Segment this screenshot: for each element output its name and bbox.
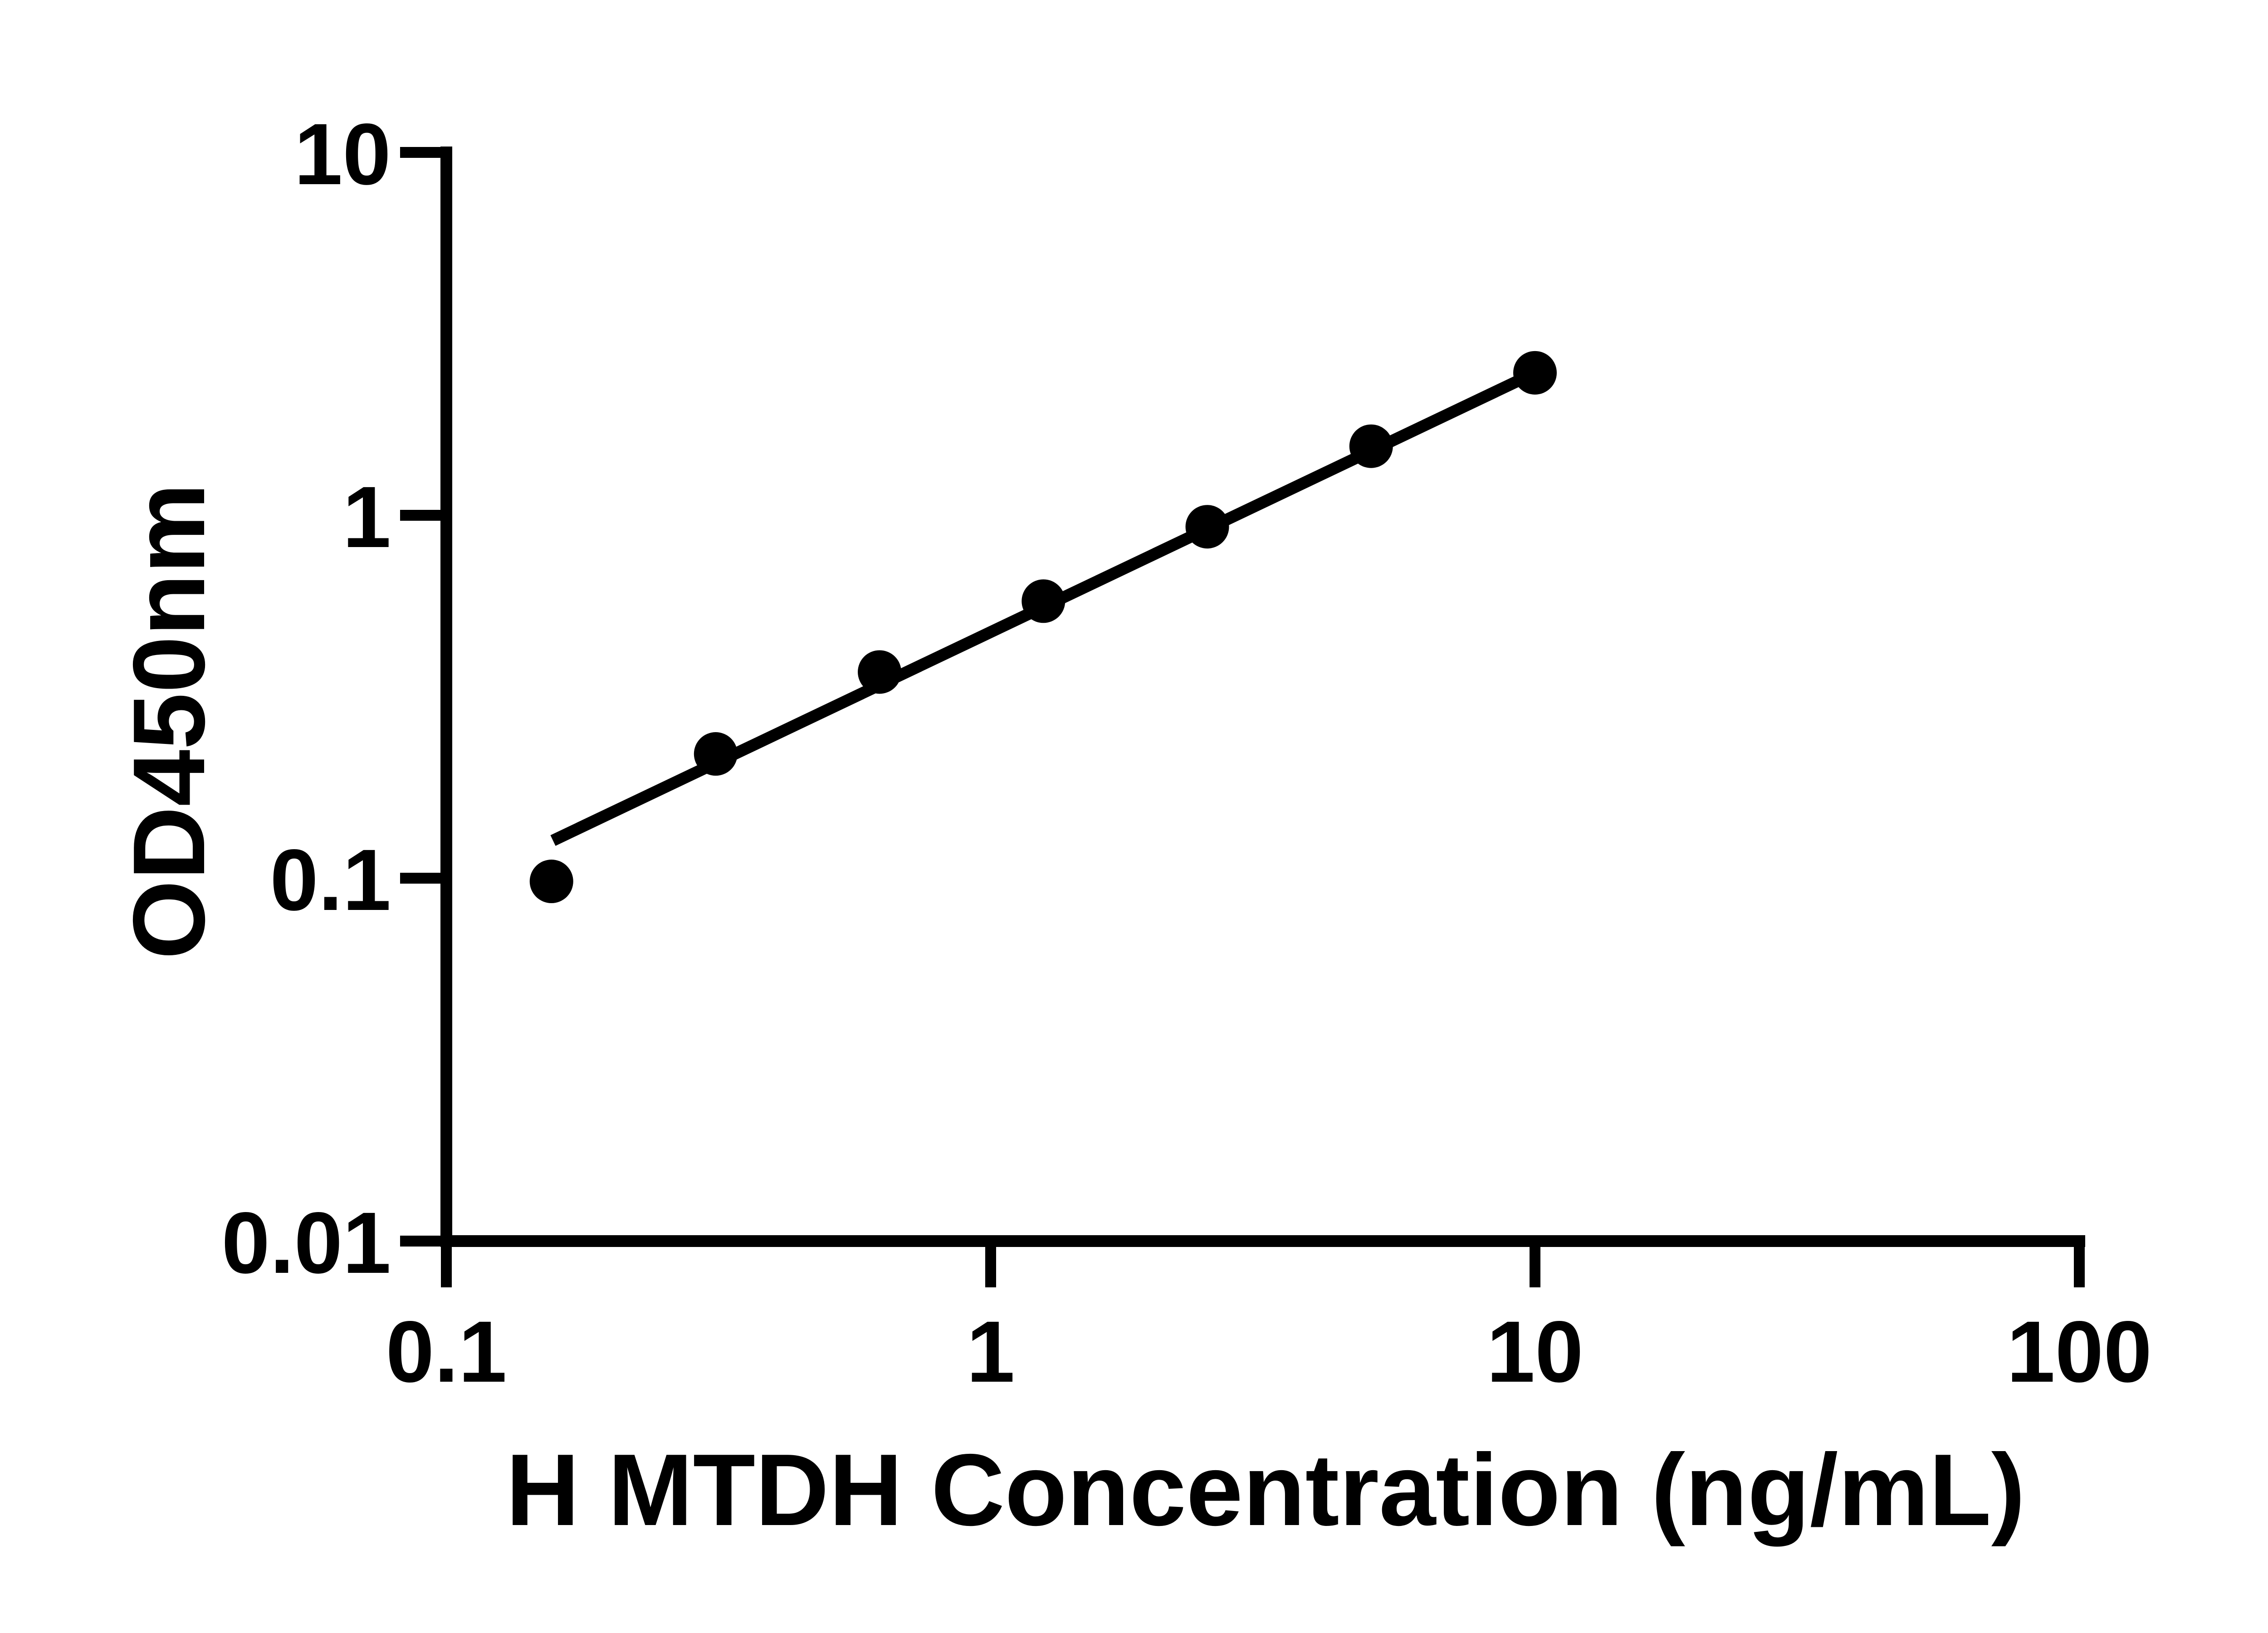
y-axis-tick-labels: 10 1 0.1 0.01 xyxy=(221,105,391,1291)
y-tick-label: 0.1 xyxy=(270,831,391,929)
data-point xyxy=(1349,424,1393,468)
y-axis-ticks xyxy=(400,147,440,1247)
x-tick-label: 1 xyxy=(967,1303,1015,1400)
data-point xyxy=(529,860,573,904)
y-tick-label: 0.01 xyxy=(221,1194,391,1291)
y-tick-label: 1 xyxy=(342,468,391,566)
x-tick-label: 10 xyxy=(1486,1303,1584,1400)
data-point xyxy=(858,650,902,694)
x-axis-tick-labels: 0.1 1 10 100 xyxy=(386,1303,2152,1400)
axes xyxy=(440,147,2085,1247)
x-tick-label: 100 xyxy=(2007,1303,2152,1400)
x-axis-title: H MTDH Concentration (ng/mL) xyxy=(506,1433,2025,1547)
data-point xyxy=(1185,505,1229,549)
data-point xyxy=(694,732,738,776)
data-point xyxy=(1022,579,1066,623)
data-point xyxy=(1513,351,1557,395)
y-tick-label: 10 xyxy=(294,105,391,203)
data-point-series xyxy=(529,351,1557,904)
x-axis-ticks xyxy=(441,1247,2085,1287)
x-tick-label: 0.1 xyxy=(386,1303,507,1400)
y-axis-title: OD450nm xyxy=(112,483,226,959)
